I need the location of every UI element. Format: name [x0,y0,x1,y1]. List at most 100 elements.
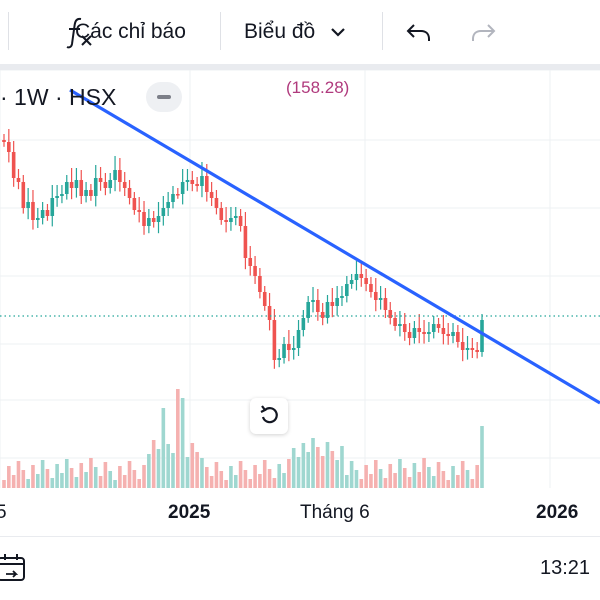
candle-body [127,188,132,198]
volume-bar [31,465,35,488]
volume-bar [60,473,64,488]
chart-type-button[interactable]: Biểu đồ [244,0,364,64]
volume-bar [373,460,378,488]
candle-body [171,194,175,202]
redo-button[interactable] [468,0,504,64]
volume-bar [354,470,359,488]
indicators-button[interactable]: Các chỉ báo [30,0,210,64]
candle-body [103,182,108,188]
volume-bar [142,465,146,488]
candle-body [422,332,426,334]
volume-bar [253,465,257,488]
candle-body [272,320,277,360]
candle-body [219,208,224,220]
volume-bar [16,461,21,488]
volume-bar [151,440,156,488]
candle-body [470,348,475,350]
volume-bar [325,442,330,488]
date-range-button[interactable] [0,552,28,586]
volume-bar [306,452,310,488]
undo-button[interactable] [404,0,440,64]
candle-body [233,216,238,218]
volume-bar [7,466,11,488]
volume-bar [89,458,93,488]
volume-bar [262,460,267,488]
volume-bar [427,467,431,488]
collapse-legend-button[interactable] [146,82,182,112]
volume-bar [296,457,301,488]
candle-body [291,348,296,350]
candle-body [277,358,282,360]
volume-bar [412,463,417,488]
volume-bar [340,446,344,488]
volume-bar [108,471,113,488]
candle-body [388,310,393,318]
volume-bar [349,461,354,488]
volume-bar [272,478,277,488]
volume-bar [26,479,30,488]
candle-body [64,182,69,194]
candle-body [209,192,214,198]
candle-body [60,194,64,196]
volume-bar [475,465,479,488]
x-tick-label: 2025 [168,502,211,523]
chart-type-label: Biểu đồ [244,20,316,43]
candle-body [190,180,195,184]
candle-body [89,190,93,196]
candle-body [229,218,233,222]
candle-body [147,218,151,226]
candle-body [84,190,88,196]
volume-bar [74,477,79,488]
redo-icon [472,24,496,41]
bottom-divider [0,536,600,537]
candle-body [204,176,209,192]
volume-bar [156,449,161,488]
volume-bar [238,461,243,488]
candle-body [108,180,113,188]
candle-body [253,266,257,276]
reset-chart-button[interactable] [250,398,288,434]
candle-body [16,178,21,182]
minus-icon [157,95,171,99]
candle-body [296,330,301,348]
candle-body [378,298,383,300]
symbol-legend[interactable]: · 1W · HSX [0,84,117,110]
volume-bar [93,467,98,488]
volume-bar [113,480,117,488]
candle-body [436,324,441,328]
indicators-label: Các chỉ báo [75,20,186,43]
candle-body [11,152,16,178]
candle-body [460,342,465,350]
candle-body [40,210,45,218]
volume-bar [248,479,253,488]
volume-bar [398,459,402,488]
volume-bar [2,480,6,488]
toolbar-divider [220,12,221,50]
candle-body [325,302,330,318]
volume-bar [311,438,315,488]
candle-body [35,218,40,220]
candle-body [320,312,325,318]
volume-bar [267,469,272,488]
volume-bar [219,471,224,488]
candle-body [373,292,378,300]
volume-bar [287,459,291,488]
candle-body [137,210,141,212]
price-chart[interactable] [0,70,600,500]
candle-body [267,306,272,320]
volume-bar [190,443,195,488]
volume-bar [45,469,50,488]
candle-body [335,298,339,306]
volume-bar [98,476,103,488]
chevron-down-icon [331,28,346,37]
volume-bar [50,478,55,488]
candle-body [330,302,335,306]
volume-bar [21,470,26,488]
volume-bar [402,468,407,488]
x-tick-label: Tháng 6 [300,502,370,523]
volume-bar [147,454,151,488]
chart-grid [0,70,600,488]
candle-body [224,220,228,222]
candle-body [316,300,320,312]
volume-bar [320,456,325,488]
